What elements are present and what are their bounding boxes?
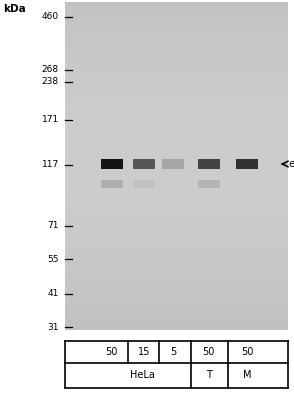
FancyBboxPatch shape [65, 111, 288, 117]
FancyBboxPatch shape [65, 210, 288, 215]
FancyBboxPatch shape [65, 84, 288, 90]
FancyBboxPatch shape [65, 139, 288, 144]
FancyBboxPatch shape [65, 51, 288, 57]
FancyBboxPatch shape [65, 106, 288, 111]
Text: 31: 31 [47, 323, 59, 332]
Text: 50: 50 [106, 347, 118, 357]
FancyBboxPatch shape [65, 13, 288, 18]
FancyBboxPatch shape [65, 150, 288, 155]
Text: 55: 55 [47, 255, 59, 264]
FancyBboxPatch shape [65, 166, 288, 172]
FancyBboxPatch shape [65, 292, 288, 297]
FancyBboxPatch shape [65, 160, 288, 166]
FancyBboxPatch shape [65, 29, 288, 35]
FancyBboxPatch shape [65, 73, 288, 78]
FancyBboxPatch shape [65, 172, 288, 177]
FancyBboxPatch shape [65, 297, 288, 303]
FancyBboxPatch shape [65, 128, 288, 133]
FancyBboxPatch shape [133, 159, 155, 169]
FancyBboxPatch shape [65, 204, 288, 210]
FancyBboxPatch shape [101, 159, 123, 169]
FancyBboxPatch shape [236, 159, 258, 169]
FancyBboxPatch shape [65, 95, 288, 100]
FancyBboxPatch shape [65, 308, 288, 314]
Text: 268: 268 [42, 66, 59, 74]
FancyBboxPatch shape [65, 46, 288, 51]
FancyBboxPatch shape [65, 221, 288, 226]
FancyBboxPatch shape [65, 117, 288, 122]
FancyBboxPatch shape [65, 314, 288, 319]
FancyBboxPatch shape [65, 248, 288, 254]
FancyBboxPatch shape [101, 180, 123, 188]
FancyBboxPatch shape [65, 281, 288, 286]
FancyBboxPatch shape [65, 62, 288, 68]
FancyBboxPatch shape [65, 40, 288, 46]
FancyBboxPatch shape [65, 155, 288, 160]
Text: 50: 50 [241, 347, 253, 357]
FancyBboxPatch shape [65, 199, 288, 204]
FancyBboxPatch shape [65, 100, 288, 106]
Text: 171: 171 [41, 116, 59, 124]
FancyBboxPatch shape [162, 159, 185, 169]
FancyBboxPatch shape [65, 286, 288, 292]
FancyBboxPatch shape [65, 270, 288, 275]
FancyBboxPatch shape [133, 180, 155, 188]
Text: 41: 41 [47, 290, 59, 298]
Text: 50: 50 [203, 347, 215, 357]
FancyBboxPatch shape [65, 8, 288, 13]
FancyBboxPatch shape [65, 57, 288, 62]
Text: kDa: kDa [3, 4, 26, 14]
Text: 5: 5 [170, 347, 177, 357]
FancyBboxPatch shape [65, 177, 288, 182]
Text: T: T [206, 370, 212, 380]
FancyBboxPatch shape [65, 35, 288, 40]
Text: HeLa: HeLa [130, 370, 155, 380]
Text: 71: 71 [47, 222, 59, 230]
FancyBboxPatch shape [65, 324, 288, 330]
FancyBboxPatch shape [65, 319, 288, 324]
FancyBboxPatch shape [198, 180, 220, 188]
FancyBboxPatch shape [65, 259, 288, 264]
FancyBboxPatch shape [65, 215, 288, 221]
Text: eEF2: eEF2 [288, 159, 294, 169]
FancyBboxPatch shape [65, 122, 288, 128]
FancyBboxPatch shape [65, 78, 288, 84]
FancyBboxPatch shape [65, 237, 288, 242]
FancyBboxPatch shape [65, 90, 288, 95]
FancyBboxPatch shape [65, 232, 288, 237]
FancyBboxPatch shape [65, 226, 288, 232]
FancyBboxPatch shape [65, 144, 288, 150]
FancyBboxPatch shape [65, 68, 288, 73]
Text: M: M [243, 370, 251, 380]
FancyBboxPatch shape [65, 2, 288, 8]
FancyBboxPatch shape [65, 264, 288, 270]
FancyBboxPatch shape [65, 133, 288, 139]
FancyBboxPatch shape [65, 242, 288, 248]
FancyBboxPatch shape [65, 254, 288, 259]
Text: 117: 117 [41, 160, 59, 169]
FancyBboxPatch shape [65, 275, 288, 281]
FancyBboxPatch shape [65, 303, 288, 308]
FancyBboxPatch shape [198, 159, 220, 169]
Text: 238: 238 [42, 77, 59, 86]
FancyBboxPatch shape [65, 182, 288, 188]
FancyBboxPatch shape [65, 24, 288, 29]
Text: 15: 15 [138, 347, 150, 357]
Text: 460: 460 [42, 12, 59, 21]
FancyBboxPatch shape [65, 18, 288, 24]
FancyBboxPatch shape [65, 188, 288, 193]
FancyBboxPatch shape [65, 193, 288, 199]
